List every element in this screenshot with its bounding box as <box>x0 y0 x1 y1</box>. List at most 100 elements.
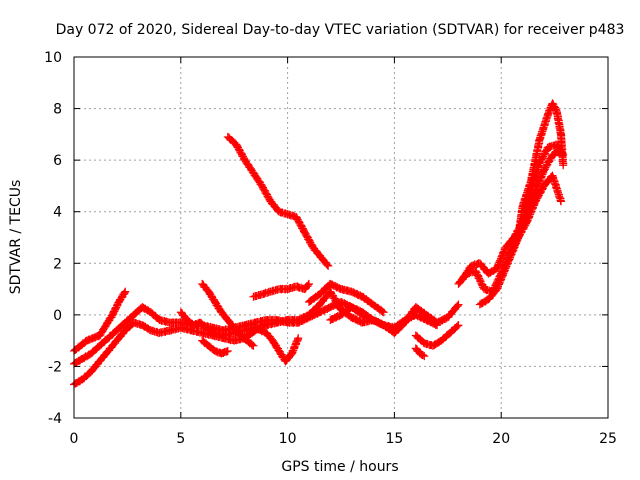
data-point <box>256 326 265 335</box>
chart-title: Day 072 of 2020, Sidereal Day-to-day VTE… <box>56 22 625 38</box>
series-track-9 <box>304 279 388 317</box>
data-point <box>252 173 261 182</box>
x-tick-label: 25 <box>599 431 617 447</box>
data-point <box>338 285 347 294</box>
data-point <box>497 252 506 261</box>
data-point <box>420 352 429 361</box>
data-point <box>210 297 219 306</box>
data-point <box>555 192 564 201</box>
series-track-5 <box>198 279 258 350</box>
data-point <box>304 279 313 288</box>
x-tick-label: 15 <box>385 431 403 447</box>
data-point <box>288 211 297 220</box>
x-tick-label: 20 <box>492 431 510 447</box>
data-point <box>453 301 462 310</box>
data-point <box>501 264 510 273</box>
data-point <box>120 288 129 297</box>
series-track-6 <box>198 336 232 358</box>
data-point <box>293 282 302 291</box>
data-point <box>509 244 518 253</box>
data-point <box>347 313 356 322</box>
data-point <box>557 197 566 206</box>
data-point <box>222 347 231 356</box>
x-tick-label: 10 <box>279 431 297 447</box>
data-point <box>335 284 344 293</box>
data-point <box>249 341 258 350</box>
data-point <box>536 174 545 183</box>
data-point <box>304 313 313 322</box>
y-tick-label: -2 <box>48 359 62 375</box>
data-point <box>374 318 383 327</box>
data-point <box>502 260 511 269</box>
data-point <box>254 176 263 185</box>
y-tick-label: 10 <box>44 50 62 66</box>
series-track-8 <box>249 279 313 301</box>
plot-frame <box>73 56 609 419</box>
series-track-13 <box>454 171 566 296</box>
data-point <box>477 279 486 288</box>
series-track-11 <box>411 321 463 350</box>
data-point <box>541 147 550 156</box>
y-axis-label: SDTVAR / TECUs <box>8 180 24 295</box>
y-tick-label: 4 <box>53 205 62 221</box>
data-point <box>210 328 219 337</box>
data-point <box>291 340 300 349</box>
data-point <box>491 265 500 274</box>
x-tick-label: 0 <box>70 431 79 447</box>
data-point <box>224 330 233 339</box>
axis-ticks: 0 5 10 15 20 25 -4 -2 0 2 4 6 8 10 <box>44 50 617 447</box>
y-tick-label: 8 <box>53 102 62 118</box>
data-point <box>270 339 279 348</box>
data-point <box>300 228 309 237</box>
series-track-12 <box>411 344 429 361</box>
data-point <box>322 260 331 269</box>
data-point <box>559 161 568 170</box>
data-point <box>285 285 294 294</box>
series-track-15 <box>475 99 568 309</box>
data-point <box>454 300 463 309</box>
series-track-7 <box>223 132 333 270</box>
data-point <box>353 289 362 298</box>
data-point <box>257 181 266 190</box>
data-point <box>324 261 333 270</box>
y-tick-label: 6 <box>53 153 62 169</box>
data-point <box>496 276 505 285</box>
data-point <box>103 318 112 327</box>
y-tick-label: 0 <box>53 308 62 324</box>
data-point <box>259 185 268 194</box>
data-point <box>555 146 564 155</box>
data-point <box>98 327 107 336</box>
data-point <box>481 285 490 294</box>
y-tick-label: -4 <box>48 411 62 427</box>
data-point <box>541 117 550 126</box>
data-point <box>454 321 463 330</box>
data-point <box>223 346 232 355</box>
data-point <box>496 256 505 265</box>
data-point <box>134 319 143 328</box>
data-points <box>70 99 568 389</box>
data-point <box>323 261 332 270</box>
data-point <box>550 179 559 188</box>
grid-lines <box>74 57 608 418</box>
data-point <box>419 351 428 360</box>
x-tick-label: 5 <box>176 431 185 447</box>
data-point <box>153 314 162 323</box>
y-tick-label: 2 <box>53 256 62 272</box>
data-point <box>471 267 480 276</box>
series-track-16 <box>522 145 566 216</box>
data-point <box>379 308 388 317</box>
data-point <box>294 334 303 343</box>
data-point <box>213 329 222 338</box>
data-point <box>507 248 516 257</box>
data-point <box>506 251 515 260</box>
data-point <box>452 322 461 331</box>
series-track-10 <box>326 300 463 337</box>
data-point <box>557 145 566 154</box>
x-axis-label: GPS time / hours <box>281 459 398 475</box>
data-point <box>121 287 130 296</box>
data-point <box>542 161 551 170</box>
data-point <box>240 156 249 165</box>
data-point <box>377 307 386 316</box>
